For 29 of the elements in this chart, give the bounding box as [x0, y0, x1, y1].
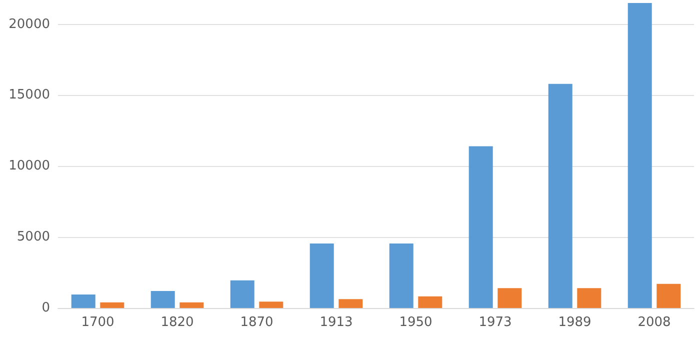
bar [100, 302, 124, 308]
y-tick-label: 5000 [16, 230, 50, 245]
x-tick-label: 1913 [320, 315, 353, 330]
bar [498, 288, 522, 308]
x-tick-label: 2008 [638, 315, 671, 330]
bar [230, 280, 254, 308]
bar [310, 243, 334, 308]
x-tick-label: 1700 [81, 315, 114, 330]
y-tick-label: 0 [42, 300, 50, 316]
bar [71, 294, 96, 308]
x-tick-label: 1950 [399, 315, 432, 330]
x-tick-label: 1973 [478, 315, 512, 330]
bar [389, 243, 414, 308]
bar [577, 288, 602, 308]
bar [656, 284, 681, 308]
x-tick-label: 1820 [160, 315, 194, 330]
bar [338, 299, 363, 308]
bar [628, 3, 652, 308]
bar [468, 146, 493, 308]
bar [180, 302, 204, 308]
y-tick-label: 15000 [8, 88, 50, 103]
y-tick-label: 10000 [8, 158, 50, 174]
bar [418, 296, 442, 308]
x-tick-label: 1870 [240, 315, 274, 330]
bar [150, 290, 175, 308]
y-tick-label: 20000 [8, 16, 50, 32]
x-tick-label: 1989 [558, 315, 592, 330]
bar [259, 302, 284, 308]
bar [548, 84, 572, 308]
